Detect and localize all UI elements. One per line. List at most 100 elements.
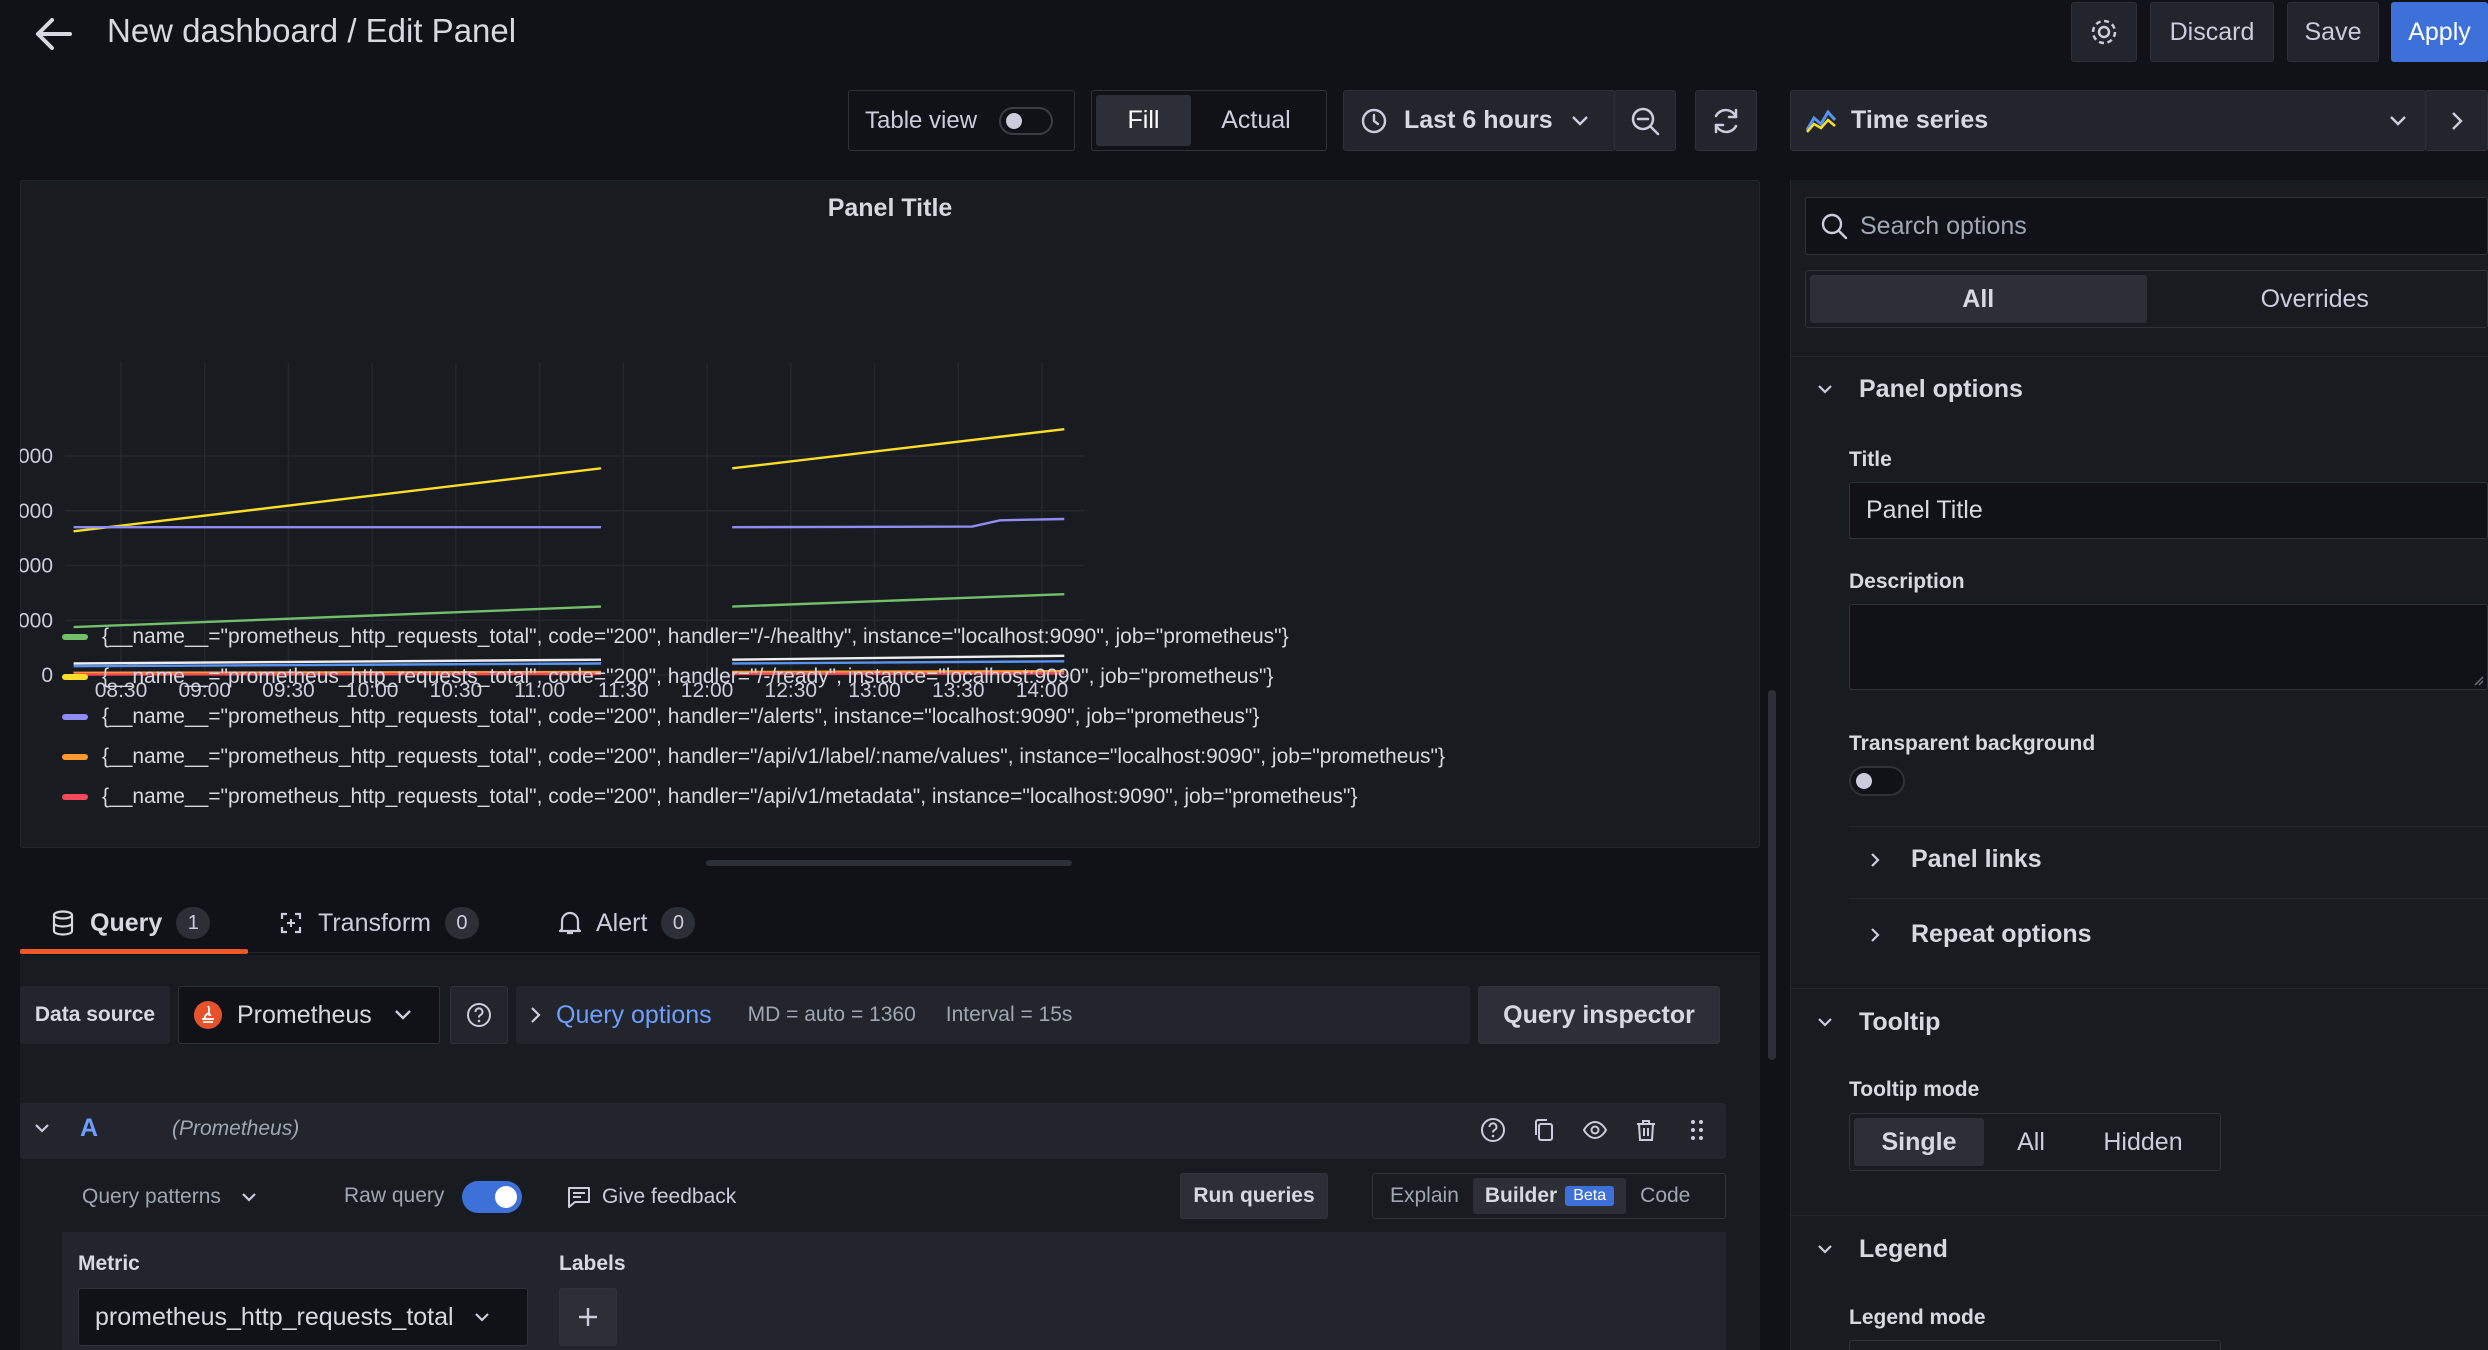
x-tick-label: 13:30: [932, 679, 985, 702]
back-arrow-icon[interactable]: [30, 14, 74, 54]
panel-options-header[interactable]: Panel options: [1817, 375, 2023, 404]
refresh-button[interactable]: [1695, 90, 1757, 151]
tab-alert-count: 0: [661, 907, 696, 939]
repeat-options-header[interactable]: Repeat options: [1870, 920, 2092, 949]
give-feedback-link[interactable]: Give feedback: [566, 1180, 736, 1214]
tooltip-mode-hidden[interactable]: Hidden: [2103, 1127, 2183, 1156]
series-line: [732, 428, 1065, 470]
discard-button[interactable]: Discard: [2150, 2, 2274, 62]
legend-item[interactable]: {__name__="prometheus_http_requests_tota…: [62, 623, 1289, 651]
visualization-picker[interactable]: Time series: [1790, 90, 2426, 151]
table-view-switch[interactable]: [999, 106, 1054, 135]
chevron-right-icon: [1870, 927, 1881, 943]
metric-label: Metric: [78, 1252, 140, 1275]
legend-label: {__name__="prometheus_http_requests_tota…: [102, 785, 1358, 808]
tooltip-mode-single[interactable]: Single: [1854, 1118, 1984, 1166]
actual-option[interactable]: Actual: [1221, 106, 1291, 134]
trash-icon[interactable]: [1633, 1117, 1659, 1143]
metric-select[interactable]: prometheus_http_requests_total: [78, 1288, 528, 1346]
title-field[interactable]: Panel Title: [1849, 482, 2488, 539]
x-tick-label: 12:00: [681, 679, 734, 702]
query-patterns-dropdown[interactable]: Query patterns: [82, 1180, 257, 1214]
tab-overrides[interactable]: Overrides: [2260, 284, 2369, 313]
bell-icon: [558, 910, 582, 936]
chevron-down-icon: [394, 1009, 412, 1021]
collapse-query-icon[interactable]: [34, 1123, 50, 1135]
zoom-out-icon: [1629, 105, 1661, 137]
search-icon: [1820, 212, 1848, 240]
series-line: [73, 658, 602, 665]
feedback-icon: [566, 1185, 592, 1209]
tooltip-mode-group: Single All Hidden: [1849, 1113, 2221, 1171]
interval-value: Interval = 15s: [945, 1003, 1073, 1026]
run-queries-button[interactable]: Run queries: [1180, 1173, 1328, 1219]
tab-all[interactable]: All: [1810, 275, 2147, 323]
legend-item[interactable]: {__name__="prometheus_http_requests_tota…: [62, 783, 1357, 811]
panel-resize-handle[interactable]: [706, 860, 1072, 866]
zoom-out-button[interactable]: [1614, 90, 1676, 151]
save-button[interactable]: Save: [2287, 2, 2379, 62]
x-tick-label: 09:00: [178, 679, 231, 702]
series-line: [73, 467, 602, 533]
query-row-header: [20, 1103, 1726, 1159]
series-line: [732, 660, 1065, 665]
query-inspector-button[interactable]: Query inspector: [1478, 986, 1720, 1044]
chevron-down-icon: [1817, 1244, 1833, 1255]
tab-query[interactable]: Query 1: [20, 893, 248, 953]
datasource-picker[interactable]: Prometheus: [178, 986, 440, 1044]
tab-transform-count: 0: [444, 907, 479, 939]
tab-transform[interactable]: Transform 0: [278, 893, 518, 953]
query-scrollbar[interactable]: [1768, 690, 1776, 1060]
tooltip-mode-all[interactable]: All: [2017, 1127, 2045, 1156]
tooltip-header[interactable]: Tooltip: [1817, 1008, 1940, 1037]
query-options-bar[interactable]: Query options MD = auto = 1360 Interval …: [516, 986, 1470, 1044]
prometheus-logo-icon: [193, 1000, 223, 1030]
time-range-picker[interactable]: Last 6 hours: [1343, 90, 1615, 151]
tab-query-count: 1: [176, 907, 211, 939]
legend-item[interactable]: {__name__="prometheus_http_requests_tota…: [62, 703, 1259, 731]
fill-option[interactable]: Fill: [1096, 95, 1191, 146]
title-field-label: Title: [1849, 448, 1892, 471]
explain-toggle[interactable]: Explain: [1390, 1184, 1459, 1207]
datasource-help-button[interactable]: [450, 986, 508, 1044]
legend-item[interactable]: {__name__="prometheus_http_requests_tota…: [62, 663, 1273, 691]
builder-mode-option[interactable]: Builder Beta: [1472, 1178, 1627, 1214]
description-field[interactable]: [1849, 604, 2488, 690]
beta-badge: Beta: [1565, 1186, 1615, 1206]
legend-header[interactable]: Legend: [1817, 1235, 1948, 1264]
search-options-input[interactable]: Search options: [1805, 197, 2488, 255]
chevron-down-icon: [2389, 115, 2407, 127]
eye-icon[interactable]: [1582, 1117, 1608, 1143]
legend-item[interactable]: {__name__="prometheus_http_requests_tota…: [62, 743, 1445, 771]
copy-icon[interactable]: [1531, 1117, 1557, 1143]
series-line: [73, 605, 602, 629]
transparent-bg-switch[interactable]: [1849, 766, 1905, 796]
query-letter[interactable]: A: [80, 1114, 99, 1142]
help-icon[interactable]: [1480, 1117, 1506, 1143]
raw-query-switch[interactable]: [462, 1181, 522, 1213]
refresh-icon: [1710, 105, 1742, 137]
resize-grip-icon: [2472, 674, 2484, 686]
settings-button[interactable]: [2071, 2, 2137, 62]
code-mode-option[interactable]: Code: [1640, 1184, 1691, 1207]
panel-links-header[interactable]: Panel links: [1870, 845, 2042, 874]
panel-options-title: Panel options: [1859, 375, 2023, 403]
table-view-toggle[interactable]: Table view: [848, 90, 1075, 151]
options-divider: [1849, 898, 2488, 899]
legend-label: {__name__="prometheus_http_requests_tota…: [102, 705, 1260, 728]
tab-alert[interactable]: Alert 0: [558, 893, 738, 953]
collapse-options-button[interactable]: [2425, 90, 2488, 151]
datasource-name: Prometheus: [237, 1000, 372, 1029]
drag-handle-icon[interactable]: [1684, 1117, 1710, 1143]
legend-swatch: [62, 674, 88, 680]
query-source: (Prometheus): [172, 1117, 300, 1140]
tooltip-mode-label: Tooltip mode: [1849, 1078, 1980, 1101]
apply-button[interactable]: Apply: [2391, 2, 2488, 62]
options-divider: [1790, 356, 2488, 357]
legend-mode-group[interactable]: [1849, 1340, 2221, 1350]
clock-icon: [1360, 107, 1388, 135]
add-label-button[interactable]: [559, 1288, 617, 1346]
options-divider: [1849, 826, 2488, 827]
query-patterns-label: Query patterns: [82, 1185, 221, 1208]
x-tick-label: 11:30: [598, 679, 649, 702]
